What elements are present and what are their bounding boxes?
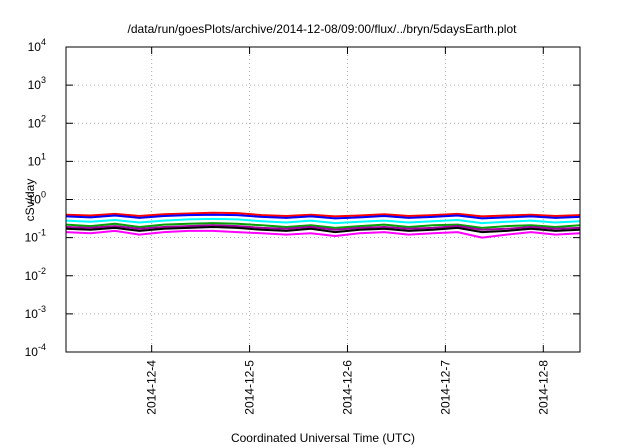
x-tick-label: 2014-12-5 [243,360,257,415]
series-line-7 [65,229,581,239]
series-line-4 [65,222,581,229]
grid [66,47,580,352]
y-tick-label: 10-3 [25,304,46,321]
x-tick-label: 2014-12-4 [145,360,159,415]
chart-title: /data/run/goesPlots/archive/2014-12-08/0… [128,22,518,36]
y-tick-label: 101 [28,151,46,168]
series-group [65,211,581,239]
x-tick-label: 2014-12-6 [340,360,354,415]
x-tick-label: 2014-12-7 [438,360,452,415]
series-line-3 [65,217,581,225]
y-tick-label: 104 [28,37,46,54]
series-line-1 [65,211,581,218]
x-axis: 2014-12-4 2014-12-5 2014-12-6 2014-12-7 2014… [145,47,550,415]
y-tick-label: 10-4 [25,342,46,359]
y-tick-label: 10-1 [25,228,46,245]
x-tick-label: 2014-12-8 [536,360,550,415]
series-line-2 [65,213,581,220]
y-tick-label: 102 [28,113,46,130]
x-axis-label: Coordinated Universal Time (UTC) [231,431,415,445]
series-line-5 [65,224,581,231]
y-tick-label: 10-2 [25,266,46,283]
y-tick-label: 103 [28,75,46,92]
y-axis-label: cSv/day [23,179,37,222]
series-line-6 [65,226,581,234]
